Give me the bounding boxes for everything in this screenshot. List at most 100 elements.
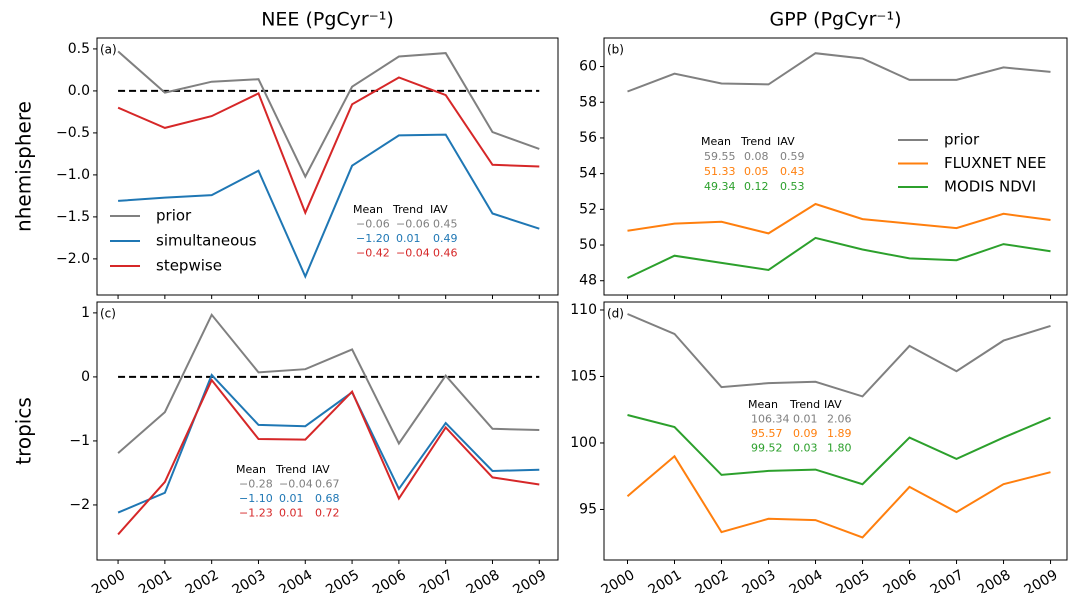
y-tick-label: 1: [81, 305, 90, 321]
line-series: [117, 312, 540, 454]
stats-cell: 106.34: [751, 413, 790, 426]
stats-cell: −0.06: [356, 218, 390, 231]
stats-header: Trend: [275, 463, 306, 476]
stats-cell: 1.80: [827, 442, 852, 455]
stats-cell: 0.45: [433, 218, 458, 231]
plot-frame: [603, 37, 1068, 296]
stats-cell: −0.04: [279, 478, 313, 491]
y-tick-label: 0: [81, 369, 90, 385]
stats-cell: 0.43: [780, 165, 805, 178]
legend-label: simultaneous: [156, 232, 257, 250]
panel-label: (c): [100, 307, 116, 321]
stats-cell: −1.20: [356, 232, 390, 245]
stats-cell: 0.46: [433, 247, 458, 260]
stats-cell: 0.08: [744, 150, 769, 163]
stats-cell: 95.57: [751, 427, 783, 440]
stats-cell: 0.01: [396, 232, 421, 245]
stats-cell: 0.67: [315, 478, 340, 491]
y-tick-label: 95: [579, 501, 597, 517]
y-tick-label: −0.5: [56, 125, 90, 141]
x-tick-label: 2007: [417, 567, 456, 593]
y-tick-label: 52: [579, 201, 597, 217]
stats-cell: −1.10: [239, 492, 273, 505]
plot-frame: [603, 301, 1068, 561]
stats-header: Trend: [789, 398, 820, 411]
stats-cell: −1.23: [239, 507, 273, 520]
line-series: [117, 373, 540, 514]
x-tick-label: 2004: [787, 567, 826, 593]
stats-header: IAV: [312, 463, 330, 476]
stats-header: Mean: [701, 135, 731, 148]
x-tick-label: 2002: [183, 567, 222, 593]
y-tick-label: 0.5: [68, 41, 90, 57]
x-tick-label: 2003: [230, 567, 269, 593]
stats-header: IAV: [824, 398, 842, 411]
y-tick-label: −1.0: [56, 167, 90, 183]
stats-cell: 0.01: [279, 507, 304, 520]
x-tick-label: 2005: [323, 567, 362, 593]
y-tick-label: 110: [570, 302, 597, 318]
stats-header: Mean: [748, 398, 778, 411]
x-tick-label: 2007: [928, 567, 967, 593]
y-tick-label: 0.0: [68, 83, 90, 99]
y-tick-label: −1: [69, 433, 90, 449]
stats-cell: 0.09: [793, 427, 818, 440]
x-tick-label: 2009: [510, 567, 549, 593]
line-series: [627, 52, 1051, 93]
stats-cell: 0.53: [780, 180, 805, 193]
stats-cell: −0.04: [396, 247, 430, 260]
x-tick-label: 2008: [464, 567, 503, 593]
plot-frame: [96, 301, 559, 561]
x-tick-label: 2005: [834, 567, 873, 593]
legend-label: prior: [944, 131, 980, 149]
row-label: tropics: [12, 397, 36, 465]
stats-header: IAV: [777, 135, 795, 148]
line-series: [627, 202, 1051, 235]
stats-cell: 0.12: [744, 180, 769, 193]
stats-cell: 51.33: [704, 165, 736, 178]
line-series: [627, 236, 1051, 279]
x-tick-label: 2003: [740, 567, 779, 593]
y-tick-label: 50: [579, 237, 597, 253]
stats-cell: 59.55: [704, 150, 736, 163]
y-tick-label: 48: [579, 273, 597, 289]
stats-cell: 0.05: [744, 165, 769, 178]
stats-cell: 1.89: [827, 427, 852, 440]
y-tick-label: 100: [570, 435, 597, 451]
y-tick-label: 60: [579, 59, 597, 75]
stats-header: Mean: [353, 203, 383, 216]
x-tick-label: 2000: [599, 567, 638, 593]
x-tick-label: 2001: [136, 567, 175, 593]
line-series: [626, 454, 1051, 539]
line-series: [117, 378, 540, 536]
x-tick-label: 2006: [881, 567, 920, 593]
column-title: NEE (PgCyr⁻¹): [261, 9, 394, 31]
x-tick-label: 2004: [276, 567, 315, 593]
stats-cell: 0.68: [315, 492, 340, 505]
plot-frame: [96, 37, 559, 296]
stats-cell: 0.72: [315, 507, 340, 520]
stats-cell: 49.34: [704, 180, 736, 193]
column-title: GPP (PgCyr⁻¹): [770, 9, 902, 31]
line-series: [118, 133, 540, 280]
x-tick-label: 2001: [646, 567, 685, 593]
y-tick-label: 54: [579, 166, 597, 182]
stats-cell: −0.42: [356, 247, 390, 260]
x-tick-label: 2000: [89, 567, 128, 593]
panel-label: (a): [100, 43, 117, 57]
stats-header: Trend: [392, 203, 423, 216]
legend-label: prior: [156, 207, 192, 225]
line-series: [627, 414, 1051, 486]
stats-cell: 0.59: [780, 150, 805, 163]
y-tick-label: 58: [579, 94, 597, 110]
y-tick-label: 105: [570, 368, 597, 384]
stats-cell: 0.49: [433, 232, 458, 245]
stats-cell: −0.28: [239, 478, 273, 491]
stats-cell: 0.01: [793, 413, 818, 426]
panel-label: (b): [607, 43, 624, 57]
legend-label: MODIS NDVI: [944, 178, 1036, 196]
y-tick-label: −2.0: [56, 251, 90, 267]
stats-cell: −0.06: [396, 218, 430, 231]
x-tick-label: 2006: [370, 567, 409, 593]
